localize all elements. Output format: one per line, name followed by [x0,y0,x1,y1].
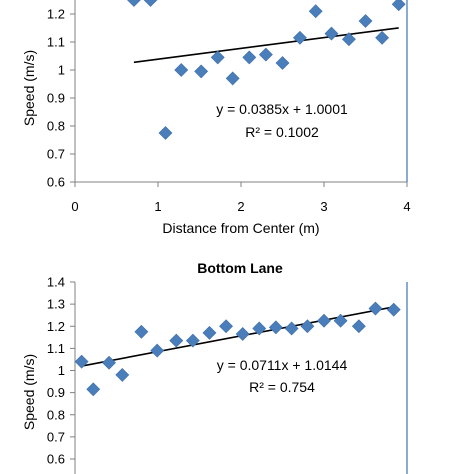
top-y-tick-label: 0.7 [47,147,65,162]
top-data-point [358,14,373,28]
top-x-axis-label: Distance from Center (m) [162,220,319,236]
bottom-points [74,301,401,397]
top-data-point [158,126,173,140]
bottom-data-point [169,333,184,348]
top-data-point [210,50,225,65]
top-x-tick-label: 3 [320,199,327,214]
bottom-chart: Bottom Lane 0.6 0.7 0.8 0.9 1 1.1 1.2 1.3 1.4 y … [21,260,408,474]
bottom-data-point [368,301,383,316]
top-equation: y = 0.0385x + 1.0001 [216,101,348,117]
top-chart: 0.6 0.7 0.8 0.9 1 1.1 1.2 0 1 2 3 4 y = 0.0385x + … [21,0,411,236]
top-points [127,0,406,140]
bottom-data-point [300,319,315,334]
bottom-data-point [284,321,299,336]
top-data-point [194,64,209,79]
top-x-tick-label: 2 [237,199,244,214]
bottom-y-tick-label: 0.7 [47,429,65,444]
top-data-point [242,50,257,65]
top-y-tick-label: 1.1 [47,35,65,50]
bottom-data-point [252,321,267,336]
bottom-chart-title: Bottom Lane [197,260,283,276]
bottom-data-point [185,333,200,348]
top-data-point [308,4,323,19]
top-y-tick-label: 1.2 [47,7,65,22]
top-x-tick-label: 4 [403,199,410,214]
bottom-data-point [150,343,165,358]
bottom-data-point [333,313,348,328]
bottom-y-tick-label: 1.1 [47,341,65,356]
top-data-point [275,56,290,70]
top-y-tick-label: 1 [58,63,65,78]
top-y-tick-label: 0.9 [47,91,65,106]
bottom-y-tick-label: 1.4 [47,275,65,290]
bottom-y-ticks: 0.6 0.7 0.8 0.9 1 1.1 1.2 1.3 1.4 [47,275,75,467]
bottom-y-tick-label: 0.8 [47,407,65,422]
top-y-tick-label: 0.6 [47,175,65,190]
bottom-equation: y = 0.0711x + 1.0144 [217,357,348,373]
top-y-axis-label: Speed (m/s) [21,50,37,126]
top-data-point [375,30,390,45]
bottom-data-point [115,368,130,382]
top-x-tick-label: 1 [154,199,161,214]
bottom-y-tick-label: 0.9 [47,385,65,400]
top-y-ticks: 0.6 0.7 0.8 0.9 1 1.1 1.2 [47,7,75,190]
top-data-point [143,0,158,7]
bottom-data-point [317,313,331,328]
bottom-data-point [219,319,233,334]
bottom-y-tick-label: 1.3 [47,297,65,312]
top-data-point [174,63,189,77]
top-data-point [258,47,273,62]
bottom-y-tick-label: 1 [58,363,65,378]
bottom-data-point [351,319,366,334]
bottom-data-point [74,354,89,369]
bottom-r-squared: R² = 0.754 [249,379,315,395]
bottom-data-point [102,355,116,370]
top-data-point [341,32,356,47]
top-data-point [127,0,141,7]
bottom-y-tick-label: 0.6 [47,452,65,467]
top-x-tick-label: 0 [71,199,78,214]
top-y-tick-label: 0.8 [47,119,65,134]
top-data-point [324,26,339,41]
top-x-ticks: 0 1 2 3 4 [71,182,411,214]
bottom-data-point [134,324,149,339]
top-data-point [391,0,406,12]
bottom-y-axis-label: Speed (m/s) [21,354,37,430]
top-data-point [293,30,307,45]
bottom-data-point [86,382,101,397]
bottom-y-tick-label: 1.2 [47,319,65,334]
top-data-point [225,71,240,86]
bottom-data-point [268,320,283,335]
bottom-data-point [235,327,250,341]
top-r-squared: R² = 0.1002 [245,124,319,140]
bottom-data-point [202,325,217,340]
bottom-data-point [386,302,401,317]
top-trendline [133,27,399,64]
